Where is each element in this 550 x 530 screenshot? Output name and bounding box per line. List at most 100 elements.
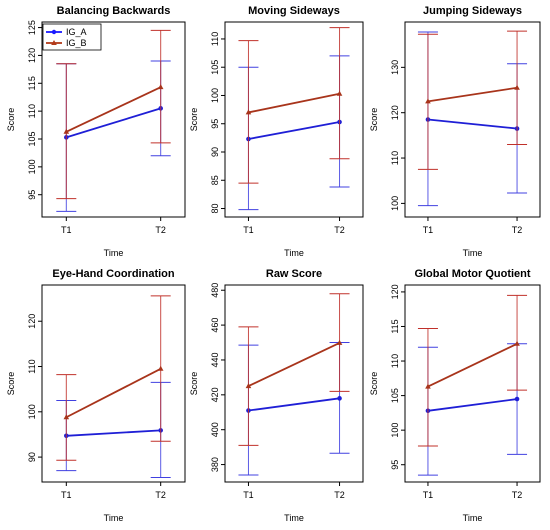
plot-frame	[224, 284, 364, 483]
y-tick-label: 400	[210, 422, 220, 437]
x-tick-label: T1	[61, 225, 72, 235]
legend-label: IG_A	[66, 27, 87, 37]
x-axis-label: Time	[104, 248, 124, 258]
data-point	[514, 84, 520, 90]
y-tick-label: 125	[27, 20, 37, 35]
chart-panel-6: Global Motor Quotient 95 100 105 110 115 120 T1…	[369, 268, 541, 523]
chart-panel-4: Eye-Hand Coordination 90 100 110 120 T1 T2 Time…	[6, 268, 186, 523]
y-tick-label: 130	[390, 60, 400, 75]
y-tick-label: 115	[390, 319, 400, 333]
y-tick-label: 120	[27, 314, 37, 329]
legend: IG_AIG_B	[42, 23, 102, 51]
series-ig-b	[56, 29, 171, 200]
plot-frame	[41, 21, 186, 218]
series-ig-b	[417, 30, 528, 170]
y-axis-label: Score	[189, 108, 199, 132]
x-tick-label: T2	[512, 490, 523, 500]
x-tick-label: T2	[155, 490, 166, 500]
series-ig-a	[238, 55, 350, 211]
y-axis-label: Score	[6, 372, 16, 396]
series-ig-b	[417, 294, 528, 447]
data-point	[514, 396, 520, 402]
series-line	[248, 121, 340, 140]
series-line	[427, 86, 518, 103]
plot-frame	[404, 284, 541, 483]
data-point	[337, 396, 342, 401]
y-tick-label: 95	[210, 119, 220, 129]
x-tick-label: T2	[512, 225, 523, 235]
data-point	[425, 98, 431, 104]
series-line	[248, 92, 340, 114]
y-axis-label: Score	[189, 372, 199, 396]
chart-title: Raw Score	[266, 268, 322, 280]
chart-title: Global Motor Quotient	[414, 268, 530, 280]
series-line	[427, 398, 518, 412]
y-tick-label: 440	[210, 352, 220, 367]
chart-panel-3: Jumping Sideways 100 110 120 130 T1 T2 Time Scor…	[369, 5, 541, 258]
y-tick-label: 100	[27, 404, 37, 419]
data-point	[63, 414, 70, 420]
x-tick-label: T1	[61, 490, 72, 500]
y-tick-label: 110	[390, 151, 400, 165]
plot-frame	[404, 21, 541, 218]
chart-panel-2: Moving Sideways 80 85 90 95 100 105 110 T1 T2 Time…	[189, 5, 364, 258]
series-line	[427, 342, 518, 388]
legend-box	[42, 23, 102, 51]
y-tick-label: 120	[390, 105, 400, 120]
y-tick-label: 85	[210, 175, 220, 185]
series-line	[65, 86, 162, 133]
series-ig-a	[56, 60, 171, 212]
x-axis-label: Time	[463, 513, 483, 523]
data-point	[336, 90, 343, 96]
chart-panel-5: Raw Score 380 400 420 440 460 480 T1 T2 Time Score	[189, 268, 364, 523]
series-line	[66, 429, 161, 437]
x-tick-label: T2	[334, 490, 345, 500]
series-line	[248, 342, 340, 387]
data-point	[514, 340, 520, 346]
x-tick-label: T1	[423, 490, 434, 500]
chart-title: Moving Sideways	[248, 5, 340, 17]
data-point	[63, 128, 70, 134]
series-ig-a	[417, 343, 528, 476]
y-tick-label: 110	[27, 359, 37, 373]
y-tick-label: 110	[27, 104, 37, 118]
y-tick-label: 420	[210, 387, 220, 402]
series-ig-b	[238, 27, 350, 184]
y-tick-label: 80	[210, 204, 220, 214]
series-ig-b	[238, 293, 350, 446]
data-point	[425, 383, 431, 389]
y-tick-label: 120	[27, 48, 37, 63]
y-tick-label: 120	[390, 284, 400, 299]
data-point	[245, 109, 252, 115]
x-axis-label: Time	[463, 248, 483, 258]
y-tick-label: 115	[27, 76, 37, 90]
series-ig-a	[417, 31, 528, 207]
x-tick-label: T2	[155, 225, 166, 235]
data-point	[157, 365, 164, 371]
series-line	[427, 118, 518, 130]
y-tick-label: 110	[210, 32, 220, 46]
x-tick-label: T1	[423, 225, 434, 235]
data-point	[245, 383, 252, 389]
y-tick-label: 380	[210, 457, 220, 472]
y-tick-label: 100	[390, 196, 400, 211]
y-axis-label: Score	[369, 372, 379, 396]
legend-marker	[51, 40, 57, 45]
x-tick-label: T2	[334, 225, 345, 235]
y-tick-label: 105	[27, 131, 37, 146]
x-tick-label: T1	[243, 490, 254, 500]
chart-title: Eye-Hand Coordination	[52, 268, 175, 280]
y-tick-label: 100	[210, 88, 220, 103]
y-tick-label: 105	[210, 60, 220, 75]
y-axis-label: Score	[369, 108, 379, 132]
y-tick-label: 460	[210, 318, 220, 333]
plot-frame	[41, 284, 186, 483]
y-axis-label: Score	[6, 108, 16, 132]
chart-title: Jumping Sideways	[423, 5, 522, 17]
series-ig-a	[238, 342, 350, 476]
series-line	[65, 367, 162, 419]
legend-marker	[51, 29, 57, 35]
plot-frame	[224, 21, 364, 218]
y-tick-label: 105	[390, 388, 400, 403]
